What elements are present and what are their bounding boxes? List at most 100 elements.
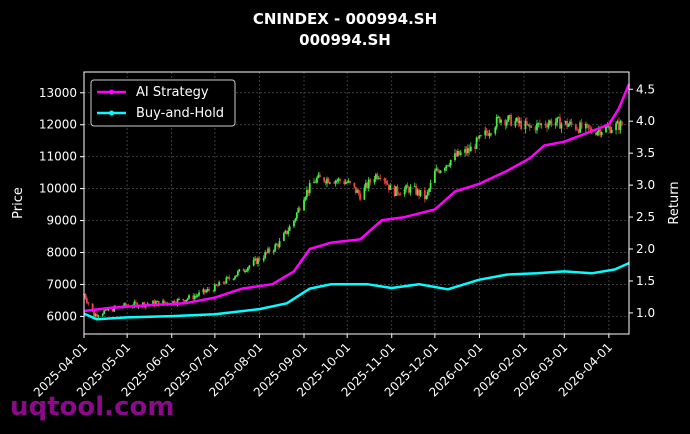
plot-frame bbox=[83, 71, 630, 335]
y2-tick-label: 1.0 bbox=[636, 306, 655, 320]
candle-body bbox=[215, 284, 218, 286]
candle-body bbox=[337, 178, 340, 181]
candle-body bbox=[540, 123, 543, 125]
candle-body bbox=[278, 240, 281, 247]
candle-body bbox=[399, 194, 402, 196]
candle-body bbox=[157, 300, 160, 306]
candle-body bbox=[455, 153, 458, 157]
candle-body bbox=[494, 127, 497, 134]
candle-body bbox=[354, 186, 357, 193]
candle-body bbox=[587, 125, 590, 129]
candle-body bbox=[373, 179, 376, 183]
candle-body bbox=[556, 117, 559, 123]
candle-body bbox=[615, 123, 617, 130]
candle-body bbox=[153, 300, 156, 306]
candle-body bbox=[186, 298, 189, 300]
candle-body bbox=[93, 310, 95, 317]
candle-body bbox=[478, 135, 481, 139]
candle-body bbox=[268, 248, 271, 253]
candle-body bbox=[396, 186, 399, 194]
legend-label: Buy-and-Hold bbox=[136, 106, 224, 121]
candle-body bbox=[367, 179, 370, 189]
candle-body bbox=[599, 129, 602, 136]
candle-body bbox=[577, 129, 580, 133]
candle-body bbox=[244, 270, 246, 272]
candle-body bbox=[607, 126, 610, 128]
candle-body bbox=[176, 299, 179, 305]
candle-body bbox=[505, 121, 508, 126]
y2-tick-label: 2.0 bbox=[636, 242, 655, 256]
candle-body bbox=[275, 244, 278, 246]
candle-body bbox=[356, 190, 359, 193]
candle-body bbox=[363, 187, 366, 200]
candle-body bbox=[550, 120, 553, 126]
y2-tick-label: 3.0 bbox=[636, 178, 655, 192]
candle-body bbox=[526, 121, 528, 125]
candle-body bbox=[448, 165, 451, 167]
candle-body bbox=[510, 115, 512, 126]
candle-body bbox=[544, 123, 547, 126]
candle-body bbox=[605, 126, 607, 133]
candle-body bbox=[606, 126, 609, 128]
candle-body bbox=[547, 123, 550, 128]
candle-body bbox=[103, 310, 106, 314]
candle-body bbox=[238, 269, 241, 272]
candle-body bbox=[192, 295, 195, 300]
candle-body bbox=[610, 129, 613, 133]
y-axis-label: Price bbox=[11, 187, 26, 219]
chart-subtitle: 000994.SH bbox=[299, 31, 391, 49]
candle-body bbox=[567, 124, 570, 127]
y2-axis-label: Return bbox=[667, 181, 682, 224]
candle-body bbox=[438, 170, 441, 173]
candle-body bbox=[336, 180, 338, 182]
candle-body bbox=[508, 115, 511, 117]
candle-body bbox=[206, 289, 209, 291]
candle-body bbox=[304, 197, 307, 200]
candle-body bbox=[435, 168, 438, 171]
legend-swatch-marker bbox=[109, 110, 114, 116]
candle-body bbox=[324, 181, 327, 184]
candle-body bbox=[364, 182, 367, 188]
candle-body bbox=[277, 244, 280, 247]
candle-body bbox=[405, 185, 408, 190]
candle-body bbox=[188, 295, 190, 299]
candle-body bbox=[293, 220, 295, 227]
candle-body bbox=[208, 289, 211, 291]
candle-body bbox=[459, 152, 462, 155]
candle-body bbox=[484, 130, 487, 136]
candle-body bbox=[564, 121, 567, 124]
candle-body bbox=[308, 183, 311, 193]
candle-body bbox=[383, 178, 386, 181]
series-line-buy-and-hold bbox=[83, 261, 630, 321]
candle-body bbox=[262, 258, 265, 261]
candle-body bbox=[288, 226, 291, 231]
y-tick-label: 13000 bbox=[39, 86, 77, 100]
candle-body bbox=[303, 199, 305, 211]
candle-body bbox=[343, 181, 346, 185]
candle-body bbox=[183, 300, 186, 302]
candle-body bbox=[334, 180, 337, 184]
price-candles bbox=[83, 113, 623, 319]
candle-body bbox=[570, 121, 573, 125]
candle-body bbox=[449, 159, 452, 166]
candle-body bbox=[314, 181, 317, 183]
y-tick-label: 10000 bbox=[39, 182, 77, 196]
candle-body bbox=[252, 259, 255, 266]
candle-body bbox=[428, 189, 431, 193]
candle-body bbox=[618, 121, 620, 130]
candle-body bbox=[596, 131, 599, 135]
candle-body bbox=[576, 129, 579, 131]
candle-body bbox=[504, 119, 507, 126]
candle-body bbox=[307, 189, 310, 193]
candle-body bbox=[393, 185, 396, 196]
candle-body bbox=[173, 300, 176, 304]
candle-body bbox=[569, 121, 571, 125]
chart-title: CNINDEX - 000994.SH bbox=[253, 10, 437, 28]
candle-body bbox=[318, 174, 321, 178]
legend-label: AI Strategy bbox=[136, 85, 209, 100]
candle-body bbox=[469, 146, 472, 152]
candle-body bbox=[566, 121, 569, 127]
candle-body bbox=[375, 174, 377, 180]
y-axis-return: 1.0 1.5 2.0 2.5 3.0 3.5 4.0 4.5 bbox=[629, 82, 655, 320]
